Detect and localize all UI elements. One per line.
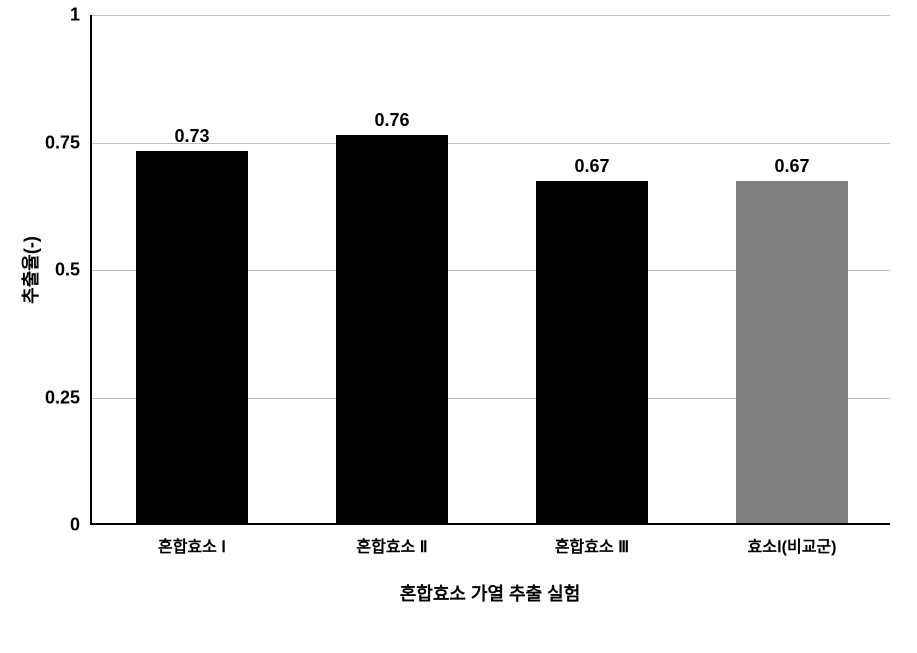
y-tick-label: 0 [70, 515, 92, 536]
category-label: 효소Ⅰ(비교군) [748, 523, 837, 557]
bar [336, 135, 448, 523]
gridline [92, 143, 890, 144]
category-label: 혼합효소 Ⅲ [555, 523, 629, 557]
y-axis-label: 추출율(-) [17, 236, 43, 304]
bar [736, 181, 848, 523]
category-label: 혼합효소 Ⅱ [356, 523, 427, 557]
gridline [92, 15, 890, 16]
y-tick-label: 1 [70, 5, 92, 26]
bar [136, 151, 248, 523]
bar-value-label: 0.73 [174, 126, 209, 147]
bar-value-label: 0.76 [374, 110, 409, 131]
bar [536, 181, 648, 523]
y-tick-label: 0.25 [45, 387, 92, 408]
y-tick-label: 0.75 [45, 132, 92, 153]
x-axis-label: 혼합효소 가열 추출 실험 [400, 580, 581, 606]
y-tick-label: 0.5 [55, 260, 92, 281]
plot-area: 00.250.50.7510.73혼합효소 Ⅰ0.76혼합효소 Ⅱ0.67혼합효… [90, 15, 890, 525]
category-label: 혼합효소 Ⅰ [158, 523, 226, 557]
bar-value-label: 0.67 [574, 156, 609, 177]
bar-chart: 0 0.25 0.5 0.75 1 0.73 혼합효소 Ⅰ 0.76 혼합효소 Ⅱ 0.67 혼합효… [0, 0, 917, 653]
bar-value-label: 0.67 [774, 156, 809, 177]
